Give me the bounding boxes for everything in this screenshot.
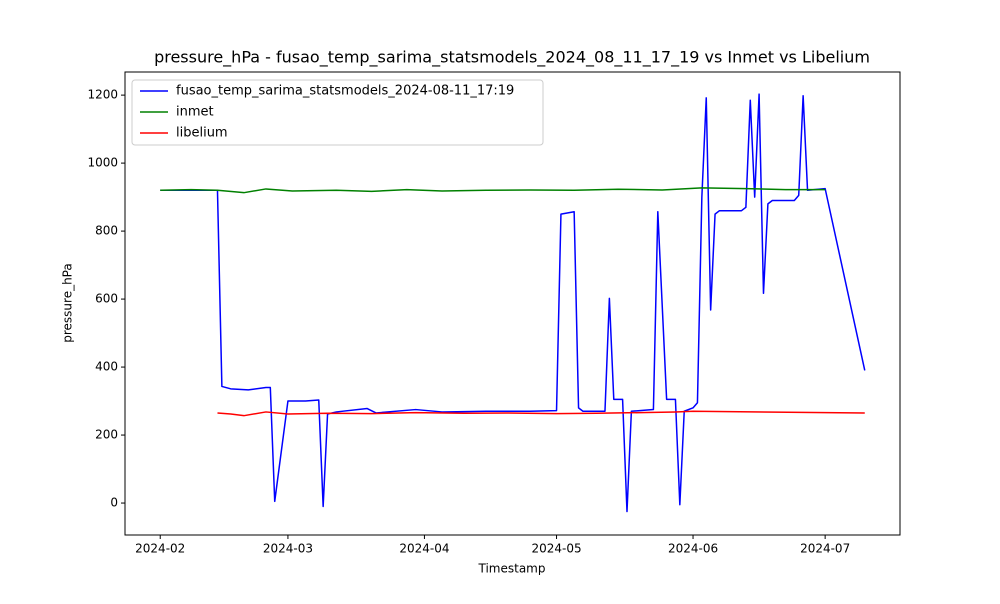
y-tick-label: 200: [95, 428, 118, 442]
y-axis-label: pressure_hPa: [61, 263, 75, 343]
y-tick-label: 600: [95, 292, 118, 306]
chart-title: pressure_hPa - fusao_temp_sarima_statsmo…: [154, 48, 870, 68]
x-tick-label: 2024-07: [800, 542, 850, 556]
series-line: [160, 187, 826, 194]
legend-box: [131, 79, 544, 146]
y-tick-label: 0: [110, 496, 118, 510]
y-tick-label: 400: [95, 360, 118, 374]
x-tick-label: 2024-02: [135, 542, 185, 556]
y-tick-label: 1200: [87, 88, 118, 102]
series-line: [160, 93, 866, 513]
legend-label: fusao_temp_sarima_statsmodels_2024-08-11…: [176, 84, 514, 99]
x-tick-label: 2024-03: [263, 542, 313, 556]
x-tick-label: 2024-05: [531, 542, 581, 556]
x-axis-label: Timestamp: [478, 562, 546, 576]
x-tick-label: 2024-06: [668, 542, 718, 556]
x-tick-label: 2024-04: [399, 542, 449, 556]
series-line: [217, 410, 865, 417]
legend-label: inmet: [176, 105, 214, 120]
legend-label: libelium: [176, 126, 228, 141]
plot-frame: [124, 71, 901, 536]
y-tick-label: 800: [95, 224, 118, 238]
y-tick-label: 1000: [87, 156, 118, 170]
